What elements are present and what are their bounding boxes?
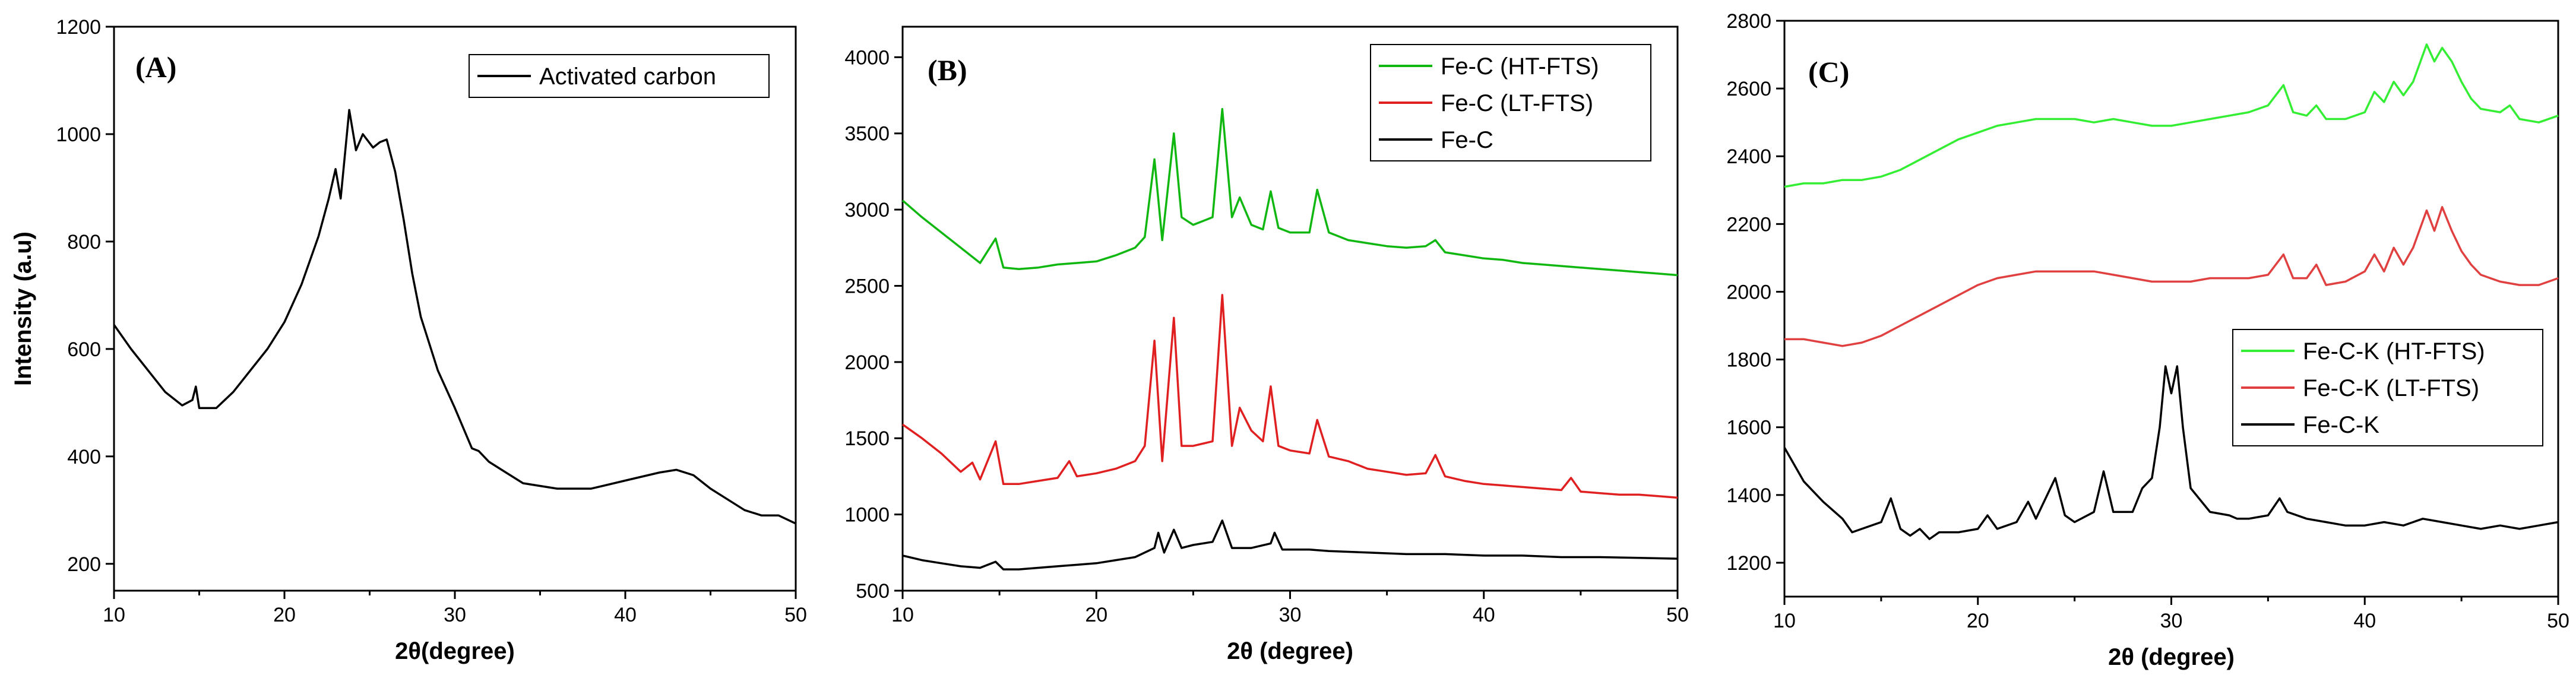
series-line-fe-c-k	[1783, 365, 2559, 540]
y-tick-label: 3000	[844, 199, 890, 221]
series-line-fe-c-lt-fts-	[901, 294, 1678, 499]
panel-label: (C)	[1808, 55, 1849, 88]
legend: Fe-C-K (HT-FTS) Fe-C-K (LT-FTS) Fe-C-K	[2232, 329, 2543, 446]
y-tick-label: 2500	[844, 275, 890, 297]
panel-label: (A)	[135, 50, 176, 84]
x-tick-label: 10	[103, 604, 125, 626]
x-tick-label: 30	[2160, 610, 2183, 632]
x-tick-label: 30	[1279, 604, 1302, 626]
legend-entry: Fe-C	[1441, 127, 1493, 153]
legend: Fe-C (HT-FTS) Fe-C (LT-FTS) Fe-C	[1370, 44, 1651, 161]
x-tick-label: 30	[444, 604, 466, 626]
series-line-fe-c-k-lt-fts-	[1784, 206, 2559, 347]
x-tick-label: 20	[1085, 604, 1107, 626]
chart-panel-0: 10 20 30 40 50 200 400 600 800 1000 1200 2θ(degree)…	[10, 16, 807, 664]
series-line-activated-carbon	[113, 109, 796, 525]
chart-panel-1: 10 20 30 40 50 500 1000 1500 2000 2500 3000 3500 400…	[844, 26, 1689, 664]
y-tick-label: 1600	[1726, 417, 1771, 439]
y-tick-label: 600	[67, 338, 101, 361]
series-line-fe-c-k-ht-fts-	[1784, 43, 2559, 188]
x-tick-label: 20	[1967, 610, 1989, 632]
x-axis-title: 2θ(degree)	[395, 638, 515, 664]
x-axis-title: 2θ (degree)	[2108, 644, 2235, 670]
legend-entry: Fe-C-K (HT-FTS)	[2303, 338, 2485, 364]
y-tick-label: 3500	[844, 123, 890, 145]
series-line-fe-c	[902, 519, 1678, 570]
x-tick-label: 40	[2353, 610, 2376, 632]
x-axis-title: 2θ (degree)	[1227, 638, 1353, 664]
x-tick-label: 10	[1773, 610, 1796, 632]
y-axis-title: Intensity (a.u)	[10, 232, 36, 386]
y-tick-label: 2000	[1726, 281, 1771, 303]
y-tick-label: 4000	[844, 46, 890, 69]
y-tick-label: 500	[856, 580, 890, 603]
y-tick-label: 2600	[1726, 78, 1771, 100]
legend-entry: Fe-C-K (LT-FTS)	[2303, 375, 2479, 401]
y-tick-label: 800	[67, 231, 101, 253]
panel-label: (B)	[928, 53, 967, 87]
y-tick-label: 1800	[1726, 349, 1771, 372]
x-tick-label: 40	[614, 604, 637, 626]
y-tick-label: 1400	[1726, 484, 1771, 507]
series-line-fe-c-ht-fts-	[901, 107, 1678, 277]
x-tick-label: 40	[1473, 604, 1495, 626]
y-tick-label: 200	[67, 553, 101, 576]
y-tick-label: 1200	[1726, 552, 1771, 575]
y-tick-label: 1200	[56, 16, 101, 39]
x-tick-label: 50	[2547, 610, 2569, 632]
legend-entry: Fe-C-K	[2303, 412, 2379, 438]
y-tick-label: 1500	[844, 427, 890, 450]
legend-entry: Activated carbon	[539, 64, 716, 90]
legend-entry: Fe-C (HT-FTS)	[1441, 53, 1599, 80]
y-tick-label: 1000	[56, 123, 101, 146]
y-tick-label: 2800	[1726, 10, 1771, 33]
legend-entry: Fe-C (LT-FTS)	[1441, 90, 1593, 116]
x-tick-label: 50	[784, 604, 807, 626]
y-tick-label: 1000	[844, 504, 890, 527]
chart-panel-2: 10 20 30 40 50 1200 1400 1600 1800 2000 2200 2400 26…	[1726, 10, 2569, 670]
plot-frame	[1783, 20, 2559, 598]
x-tick-label: 20	[273, 604, 296, 626]
y-tick-label: 2200	[1726, 213, 1771, 236]
legend: Activated carbon	[469, 54, 770, 98]
y-tick-label: 2000	[844, 351, 890, 374]
x-tick-label: 10	[891, 604, 914, 626]
plot-frame	[113, 26, 797, 592]
y-tick-label: 400	[67, 446, 101, 468]
x-tick-label: 50	[1666, 604, 1689, 626]
y-tick-label: 2400	[1726, 145, 1771, 168]
